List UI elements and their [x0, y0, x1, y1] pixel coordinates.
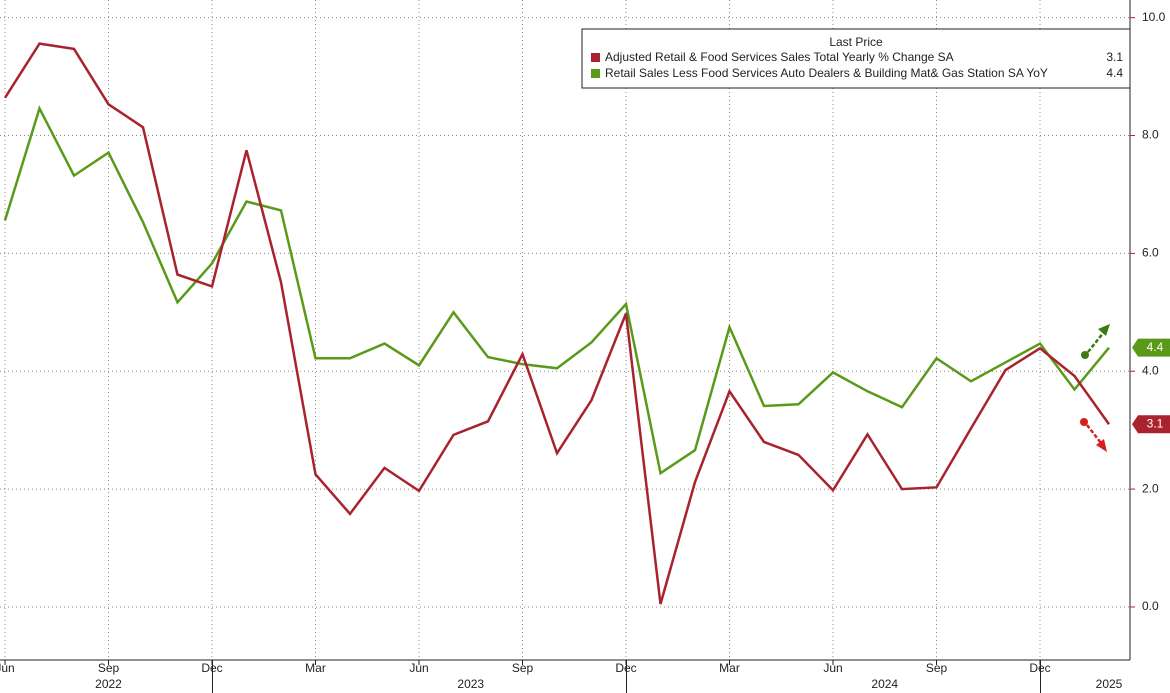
- x-tick-label: Sep: [512, 661, 534, 675]
- x-tick-label: Jun: [0, 661, 15, 675]
- last-value-tag: [1132, 338, 1170, 357]
- legend-label: Retail Sales Less Food Services Auto Dea…: [605, 66, 1048, 80]
- x-tick-label: Dec: [615, 661, 636, 675]
- x-tick-label: Dec: [201, 661, 222, 675]
- x-tick-label: Mar: [719, 661, 740, 675]
- line: [3, 105, 1110, 476]
- year-label: 2023: [457, 677, 484, 691]
- trend-arrows: [1080, 324, 1110, 452]
- legend-value: 3.1: [1106, 50, 1123, 64]
- legend-value: 4.4: [1106, 66, 1123, 80]
- line: [3, 42, 1111, 605]
- legend-label: Adjusted Retail & Food Services Sales To…: [605, 50, 954, 64]
- arrow-head: [1098, 324, 1110, 336]
- arrow-down: [1086, 424, 1102, 444]
- x-tick-label: Sep: [926, 661, 948, 675]
- x-tick-label: Dec: [1029, 661, 1050, 675]
- year-label: 2025: [1096, 677, 1123, 691]
- legend: Last Price Adjusted Retail & Food Servic…: [581, 28, 1131, 89]
- arrow-dot: [1081, 351, 1089, 359]
- legend-title: Last Price: [829, 35, 883, 49]
- y-tick-label: 10.0: [1142, 10, 1166, 24]
- last-value-tag: [1132, 415, 1170, 434]
- y-tick-label: 8.0: [1142, 128, 1159, 142]
- x-tick-label: Mar: [305, 661, 326, 675]
- year-label: 2024: [871, 677, 898, 691]
- y-tick-label: 4.0: [1142, 363, 1159, 377]
- y-tick-label: 0.0: [1142, 599, 1159, 613]
- x-tick-label: Jun: [409, 661, 428, 675]
- legend-swatch: [591, 53, 600, 62]
- legend-swatch: [591, 69, 600, 78]
- arrow-dot: [1080, 418, 1088, 426]
- last-value-label: 4.4: [1147, 340, 1164, 354]
- arrow-up: [1087, 331, 1105, 353]
- y-tick-label: 6.0: [1142, 246, 1159, 260]
- last-value-label: 3.1: [1147, 416, 1164, 430]
- x-tick-label: Jun: [823, 661, 842, 675]
- arrow-head: [1096, 439, 1107, 452]
- year-label: 2022: [95, 677, 122, 691]
- x-tick-label: Sep: [98, 661, 120, 675]
- y-tick-label: 2.0: [1142, 481, 1159, 495]
- legend-box: [581, 28, 1131, 89]
